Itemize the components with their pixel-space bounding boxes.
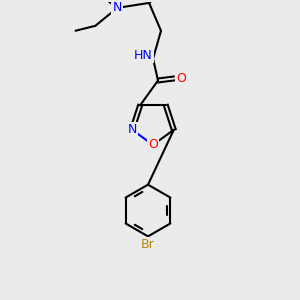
Text: N: N	[128, 123, 137, 136]
Text: Br: Br	[141, 238, 155, 251]
Text: O: O	[176, 72, 186, 85]
Text: HN: HN	[134, 49, 152, 62]
Text: N: N	[112, 2, 122, 14]
Text: O: O	[148, 138, 158, 152]
